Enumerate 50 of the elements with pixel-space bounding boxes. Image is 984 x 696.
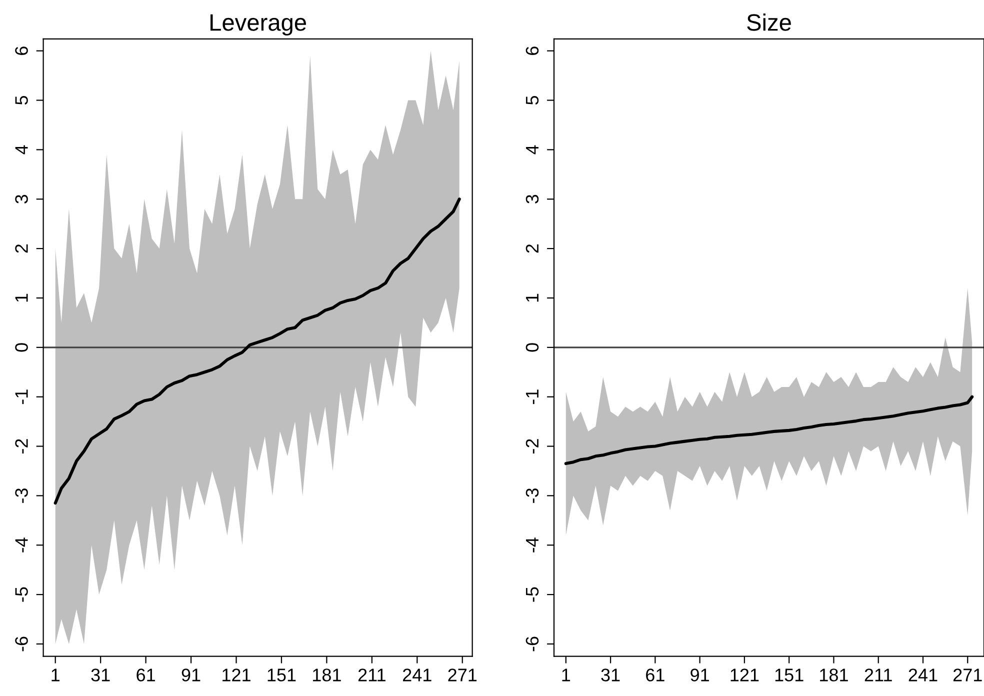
y-tick-label: -1 (15, 390, 28, 404)
y-tick-label: -3 (526, 488, 539, 503)
y-tick-label: -5 (15, 587, 28, 602)
y-tick-label: 0 (526, 343, 539, 352)
y-tick-label: 2 (15, 244, 28, 253)
y-tick-label: 5 (15, 96, 28, 105)
x-tick-label: 1 (52, 668, 60, 682)
chart-title: Leverage (210, 14, 306, 36)
x-tick-label: 31 (601, 668, 620, 682)
x-tick-label: 181 (820, 668, 848, 682)
y-tick-label: -2 (526, 439, 538, 454)
y-tick-label: 3 (526, 194, 539, 204)
x-tick-label: 31 (91, 668, 110, 682)
y-tick-label: -4 (15, 538, 28, 552)
y-tick-label: -4 (526, 538, 538, 552)
x-tick-label: 181 (313, 668, 341, 682)
y-tick-label: -3 (15, 488, 28, 503)
x-tick-label: 211 (358, 668, 386, 682)
y-tick-label: 3 (15, 194, 28, 204)
x-tick-label: 241 (402, 668, 432, 682)
y-tick-label: 6 (526, 46, 539, 55)
y-tick-label: 0 (15, 343, 28, 352)
y-tick-label: -2 (15, 439, 28, 454)
y-tick-label: -1 (526, 390, 538, 404)
line-series (54, 198, 461, 505)
chart-title: Size (747, 14, 791, 31)
x-tick-label: 271 (448, 668, 477, 682)
y-tick-label: -6 (15, 636, 28, 652)
line-series (564, 395, 974, 466)
x-tick-label: 61 (646, 668, 664, 682)
y-tick-label: 4 (526, 145, 538, 154)
y-tick-label: 1 (526, 294, 538, 302)
x-tick-label: 211 (864, 668, 892, 682)
x-tick-label: 91 (182, 668, 200, 682)
x-tick-label: 121 (222, 668, 250, 682)
x-tick-label: 121 (730, 668, 759, 682)
x-tick-label: 151 (775, 668, 804, 682)
y-tick-label: -6 (526, 636, 539, 652)
y-tick-label: 1 (15, 294, 28, 302)
x-tick-label: 1 (562, 668, 570, 682)
x-tick-label: 91 (690, 668, 709, 682)
x-tick-label: 271 (953, 668, 982, 682)
x-tick-label: 61 (136, 668, 155, 682)
y-tick-label: 4 (15, 145, 28, 154)
y-tick-label: 6 (15, 46, 28, 55)
y-tick-label: 5 (526, 96, 539, 105)
x-tick-label: 241 (908, 668, 938, 682)
y-tick-label: -5 (526, 587, 539, 602)
x-tick-label: 151 (268, 668, 296, 682)
y-tick-label: 2 (526, 244, 538, 253)
